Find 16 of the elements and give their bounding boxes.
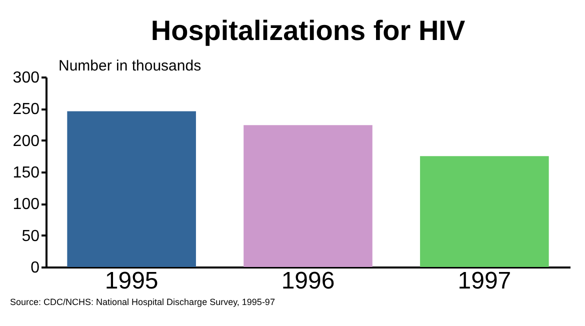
y-tick-label: 250 xyxy=(12,101,40,118)
bar xyxy=(244,125,372,267)
x-tick-label: 1997 xyxy=(458,268,512,294)
bar xyxy=(420,156,549,267)
y-tick-label: 200 xyxy=(12,132,40,150)
y-tick-label: 100 xyxy=(12,196,40,214)
y-tick-label: 0 xyxy=(30,260,40,276)
source-note: Source: CDC/NCHS: National Hospital Discharge Survey, 1995-97 xyxy=(10,297,275,307)
x-tick-label: 1996 xyxy=(281,268,335,294)
y-axis-title: Number in thousands xyxy=(58,58,202,74)
bar xyxy=(67,111,196,267)
y-tick-label: 50 xyxy=(22,228,40,245)
y-tick-label: 150 xyxy=(12,164,40,182)
chart-title: Hospitalizations for HIV xyxy=(150,15,466,46)
y-tick-label: 300 xyxy=(12,70,40,86)
x-tick-label: 1995 xyxy=(104,268,158,294)
